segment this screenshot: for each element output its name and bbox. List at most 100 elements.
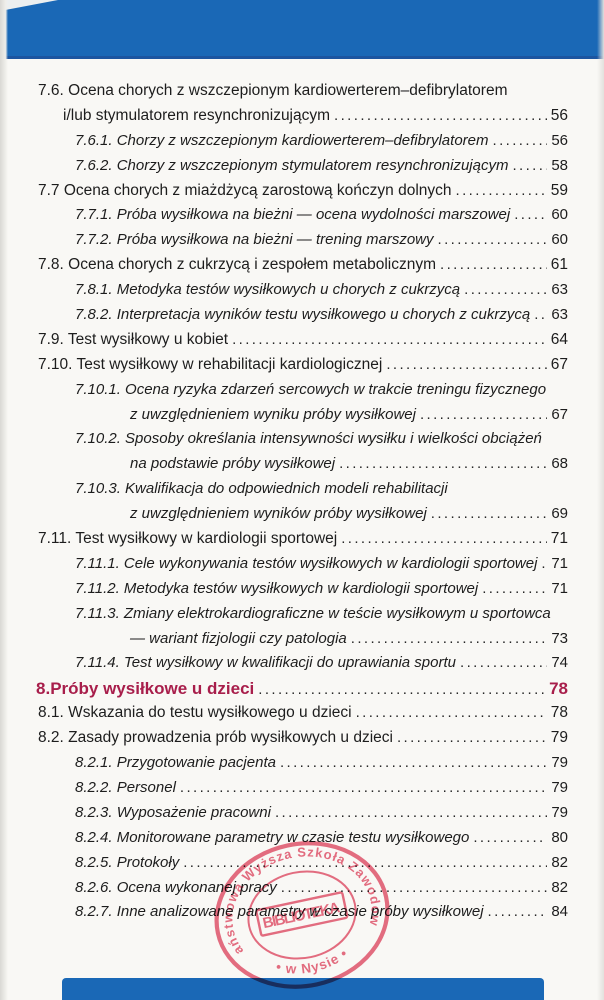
entry-title: z uwzględnieniem wyników próby wysiłkowe…	[130, 505, 427, 523]
toc-entry: 7.6.2. Chorzy z wszczepionym stymulatore…	[0, 157, 568, 182]
page-number: 74	[551, 654, 568, 672]
toc-entry: 7.10.2. Sposoby określania intensywności…	[0, 430, 568, 455]
stamp-inner-ring	[247, 870, 357, 960]
dot-leader: ........................................…	[541, 555, 547, 572]
toc-entry: 7.11.3. Zmiany elektrokardiograficzne w …	[0, 605, 568, 630]
toc-entry: 8.2.1. Przygotowanie pacjenta...........…	[0, 754, 568, 779]
page-number: 79	[551, 803, 568, 821]
page-number: 71	[550, 530, 568, 548]
page-number: 82	[551, 853, 568, 871]
dot-leader: ........................................…	[514, 206, 548, 224]
dot-leader: ........................................…	[487, 903, 548, 921]
dot-leader: ........................................…	[280, 878, 548, 896]
entry-title: 8.2.2. Personel	[75, 778, 176, 796]
toc-entry: na podstawie próby wysiłkowej...........…	[0, 455, 568, 480]
page-number: 79	[551, 778, 568, 796]
entry-title: 8.2. Zasady prowadzenia prób wysiłkowych…	[38, 729, 393, 747]
toc-entry: 8.1. Wskazania do testu wysiłkowego u dz…	[0, 704, 568, 729]
bottom-blue-band	[62, 978, 544, 1000]
entry-title: 7.7.2. Próba wysiłkowa na bieżni — treni…	[75, 231, 434, 249]
page-number: 56	[551, 131, 568, 149]
entry-title: 7.6. Ocena chorych z wszczepionym kardio…	[38, 82, 508, 99]
toc-entry: 7.7.1. Próba wysiłkowa na bieżni — ocena…	[0, 206, 568, 231]
page-number: 78	[549, 679, 568, 699]
entry-title: 7.11.1. Cele wykonywania testów wysiłkow…	[75, 554, 538, 572]
page-number: 71	[551, 554, 568, 572]
dot-leader: ........................................…	[339, 455, 547, 473]
page-number: 67	[550, 355, 568, 373]
toc-entry: 8.2.4. Monitorowane parametry w czasie t…	[0, 829, 568, 854]
stamp-ring-text: Państwowa Wyższa Szkoła Zawodowa	[202, 835, 388, 965]
entry-title: 7.11.3. Zmiany elektrokardiograficzne w …	[75, 604, 551, 622]
entry-title: 7.11.2. Metodyka testów wysiłkowych w ka…	[75, 579, 479, 597]
table-of-contents: 7.6. Ocena chorych z wszczepionym kardio…	[0, 82, 568, 928]
entry-title: 8.2.7. Inne analizowane parametry w czas…	[75, 903, 484, 921]
dot-leader: ........................................…	[482, 579, 548, 597]
page-number: 82	[551, 878, 568, 896]
toc-entry: 8.2.2. Personel.........................…	[0, 779, 568, 804]
page-left-edge	[0, 0, 8, 1000]
entry-title: 7.10.3. Kwalifikacja do odpowiednich mod…	[75, 480, 448, 498]
entry-title: 7.8.2. Interpretacja wyników testu wysił…	[75, 306, 531, 324]
toc-entry: 7.9. Test wysiłkowy u kobiet............…	[0, 331, 568, 356]
entry-title: i/lub stymulatorem resynchronizującym	[63, 106, 331, 124]
scan-corner-notch	[0, 0, 58, 11]
toc-entry: i/lub stymulatorem resynchronizującym...…	[0, 107, 568, 132]
entry-title: 8.2.1. Przygotowanie pacjenta	[75, 754, 276, 772]
dot-leader: ........................................…	[258, 681, 545, 699]
page-number: 68	[551, 455, 568, 473]
toc-entry: 7.8.2. Interpretacja wyników testu wysił…	[0, 306, 568, 331]
toc-entry: 7.7.2. Próba wysiłkowa na bieżni — treni…	[0, 231, 568, 256]
entry-title: 7.6.2. Chorzy z wszczepionym stymulatore…	[75, 156, 509, 174]
dot-leader: ........................................…	[419, 405, 548, 423]
dot-leader: ........................................…	[464, 281, 547, 299]
dot-leader: ........................................…	[355, 704, 547, 722]
entry-title: 7.11. Test wysiłkowy w kardiologii sport…	[38, 530, 338, 548]
dot-leader: ........................................…	[430, 505, 548, 523]
dot-leader: ........................................…	[274, 803, 547, 821]
toc-entry: 7.10. Test wysiłkowy w rehabilitacji kar…	[0, 356, 568, 381]
entry-title: Próby wysiłkowe u dzieci	[50, 679, 255, 699]
entry-title: na podstawie próby wysiłkowej	[130, 455, 336, 473]
toc-entry: 7.10.1. Ocena ryzyka zdarzeń sercowych w…	[0, 381, 568, 406]
page-number: 67	[551, 405, 568, 423]
dot-leader: ........................................…	[334, 106, 547, 124]
page-number: 71	[551, 579, 568, 597]
top-blue-band	[0, 0, 604, 59]
toc-entry: z uwzględnieniem wyniku próby wysiłkowej…	[0, 406, 568, 431]
page-number: 56	[550, 106, 568, 124]
entry-title: 8.2.6. Ocena wykonanej pracy	[75, 878, 277, 896]
page-number: 60	[551, 206, 568, 224]
toc-entry: 7.8.1. Metodyka testów wysiłkowych u cho…	[0, 281, 568, 306]
toc-entry: 7.8. Ocena chorych z cukrzycą i zespołem…	[0, 256, 568, 281]
entry-title: 8.2.4. Monitorowane parametry w czasie t…	[75, 828, 470, 846]
entry-title: z uwzględnieniem wyniku próby wysiłkowej	[130, 405, 416, 423]
entry-title: 7.8. Ocena chorych z cukrzycą i zespołem…	[38, 256, 436, 274]
toc-entry: 7.6.1. Chorzy z wszczepionym kardiowerte…	[0, 132, 568, 157]
page-number: 64	[550, 330, 568, 348]
toc-entry: 8.2. Zasady prowadzenia prób wysiłkowych…	[0, 729, 568, 754]
toc-entry: 8.2.3. Wyposażenie pracowni.............…	[0, 804, 568, 829]
dot-leader: ........................................…	[279, 754, 547, 772]
entry-title: 7.7 Ocena chorych z miażdżycą zarostową …	[38, 181, 452, 199]
toc-entry: 7.6. Ocena chorych z wszczepionym kardio…	[0, 82, 568, 107]
entry-title: 7.11.4. Test wysiłkowy w kwalifikacji do…	[75, 654, 456, 672]
page-number: 84	[551, 903, 568, 921]
dot-leader: ........................................…	[473, 828, 547, 846]
stamp-outer-ring	[214, 841, 390, 989]
dot-leader: ........................................…	[179, 778, 548, 796]
entry-title: 8.2.5. Protokoły	[75, 853, 180, 871]
dot-leader: ........................................…	[492, 131, 548, 149]
toc-entry: 8.2.6. Ocena wykonanej pracy............…	[0, 879, 568, 904]
page-number: 79	[551, 754, 568, 772]
chapter-number: 8.	[36, 679, 51, 699]
page-number: 80	[551, 828, 568, 846]
dot-leader: ........................................…	[350, 629, 548, 647]
entry-title: 8.2.3. Wyposażenie pracowni	[75, 803, 271, 821]
page-right-edge	[597, 0, 604, 1000]
entry-title: 7.8.1. Metodyka testów wysiłkowych u cho…	[75, 281, 461, 299]
toc-entry: 7.11.2. Metodyka testów wysiłkowych w ka…	[0, 580, 568, 605]
dot-leader: ........................................…	[386, 355, 546, 373]
toc-chapter-heading: 8. Próby wysiłkowe u dzieci..............…	[0, 679, 568, 704]
dot-leader: ........................................…	[455, 181, 547, 199]
